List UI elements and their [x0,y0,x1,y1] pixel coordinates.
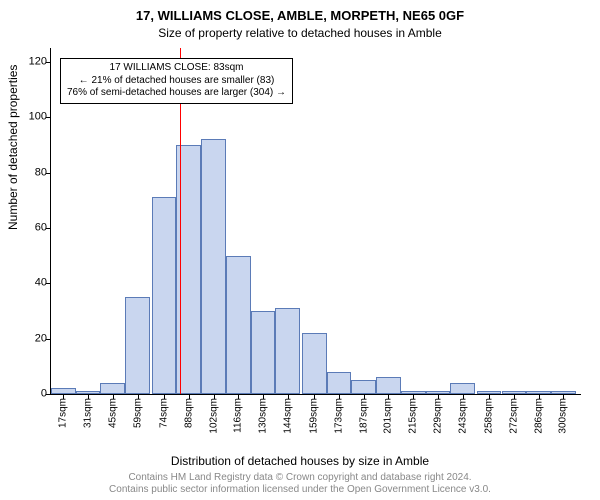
histogram-bar [226,256,251,394]
x-tick-label: 300sqm [558,394,569,434]
histogram-bar [100,383,125,394]
histogram-bar [125,297,150,394]
histogram-bar [376,377,401,394]
x-tick-mark [288,394,289,399]
x-tick-label: 59sqm [132,394,143,428]
y-tick-mark [46,339,51,340]
x-tick-mark [438,394,439,399]
x-tick-mark [413,394,414,399]
x-tick-label: 286sqm [533,394,544,434]
y-tick-mark [46,117,51,118]
annotation-box: 17 WILLIAMS CLOSE: 83sqm← 21% of detache… [60,58,293,104]
x-tick-label: 144sqm [282,394,293,434]
x-axis-label: Distribution of detached houses by size … [0,454,600,468]
x-tick-mark [164,394,165,399]
histogram-bar [302,333,327,394]
histogram-bar [201,139,226,394]
x-tick-label: 17sqm [58,394,69,428]
y-tick-mark [46,394,51,395]
histogram-bar [351,380,376,394]
y-tick-mark [46,228,51,229]
footer-line-2: Contains public sector information licen… [0,484,600,496]
x-tick-mark [514,394,515,399]
x-tick-label: 243sqm [457,394,468,434]
x-tick-label: 130sqm [258,394,269,434]
x-tick-mark [88,394,89,399]
x-tick-mark [113,394,114,399]
x-tick-label: 215sqm [408,394,419,434]
x-tick-mark [263,394,264,399]
footer-line-1: Contains HM Land Registry data © Crown c… [0,472,600,484]
histogram-bar [275,308,300,394]
x-tick-mark [314,394,315,399]
x-tick-mark [563,394,564,399]
y-tick-mark [46,283,51,284]
x-tick-mark [63,394,64,399]
x-tick-label: 272sqm [508,394,519,434]
x-tick-label: 45sqm [107,394,118,428]
x-tick-mark [238,394,239,399]
x-tick-label: 187sqm [358,394,369,434]
annotation-line: 76% of semi-detached houses are larger (… [67,87,286,100]
y-tick-mark [46,173,51,174]
x-tick-label: 159sqm [309,394,320,434]
histogram-bar [327,372,352,394]
x-tick-label: 116sqm [233,394,244,433]
x-tick-label: 201sqm [383,394,394,434]
chart-title-sub: Size of property relative to detached ho… [0,26,600,40]
histogram-bar [450,383,475,394]
x-tick-label: 173sqm [333,394,344,434]
histogram-bar [251,311,276,394]
footer-attribution: Contains HM Land Registry data © Crown c… [0,472,600,496]
x-tick-label: 102sqm [208,394,219,434]
x-tick-mark [189,394,190,399]
x-tick-label: 258sqm [484,394,495,434]
chart-title-main: 17, WILLIAMS CLOSE, AMBLE, MORPETH, NE65… [0,8,600,23]
chart-container: 17, WILLIAMS CLOSE, AMBLE, MORPETH, NE65… [0,0,600,500]
annotation-line: ← 21% of detached houses are smaller (83… [67,75,286,88]
x-tick-mark [339,394,340,399]
y-tick-mark [46,62,51,63]
x-tick-mark [388,394,389,399]
x-tick-mark [539,394,540,399]
x-tick-label: 31sqm [83,394,94,428]
x-tick-mark [463,394,464,399]
x-tick-label: 74sqm [159,394,170,428]
x-tick-label: 88sqm [183,394,194,428]
histogram-bar [152,197,177,394]
y-axis-label: Number of detached properties [6,65,20,230]
x-tick-mark [489,394,490,399]
x-tick-mark [138,394,139,399]
x-tick-label: 229sqm [432,394,443,434]
x-tick-mark [364,394,365,399]
x-tick-mark [214,394,215,399]
annotation-line: 17 WILLIAMS CLOSE: 83sqm [67,62,286,75]
